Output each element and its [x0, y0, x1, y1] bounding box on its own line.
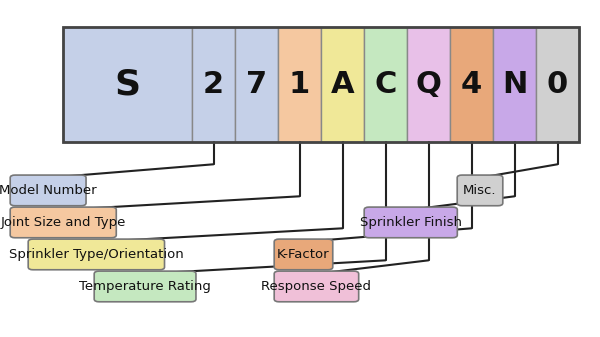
Text: 1: 1 [289, 70, 310, 99]
Text: Model Number: Model Number [0, 184, 97, 197]
Text: 7: 7 [246, 70, 267, 99]
FancyBboxPatch shape [274, 239, 333, 270]
FancyBboxPatch shape [407, 27, 450, 142]
FancyBboxPatch shape [192, 27, 235, 142]
FancyBboxPatch shape [364, 27, 407, 142]
FancyBboxPatch shape [94, 271, 196, 302]
Text: Joint Size and Type: Joint Size and Type [1, 216, 126, 229]
FancyBboxPatch shape [493, 27, 536, 142]
FancyBboxPatch shape [450, 27, 493, 142]
Text: 0: 0 [547, 70, 568, 99]
Text: Q: Q [416, 70, 442, 99]
Text: Sprinkler Type/Orientation: Sprinkler Type/Orientation [9, 248, 184, 261]
FancyBboxPatch shape [274, 271, 359, 302]
Text: Temperature Rating: Temperature Rating [79, 280, 211, 293]
FancyBboxPatch shape [10, 175, 86, 206]
Text: S: S [115, 67, 140, 101]
FancyBboxPatch shape [457, 175, 503, 206]
FancyBboxPatch shape [28, 239, 164, 270]
Text: 2: 2 [203, 70, 224, 99]
FancyBboxPatch shape [235, 27, 278, 142]
Text: C: C [374, 70, 397, 99]
FancyBboxPatch shape [63, 27, 192, 142]
Text: K-Factor: K-Factor [277, 248, 330, 261]
Text: Response Speed: Response Speed [262, 280, 371, 293]
Text: 4: 4 [461, 70, 482, 99]
Text: Misc.: Misc. [463, 184, 497, 197]
Text: Sprinkler Finish: Sprinkler Finish [360, 216, 462, 229]
FancyBboxPatch shape [10, 207, 116, 238]
FancyBboxPatch shape [364, 207, 457, 238]
FancyBboxPatch shape [321, 27, 364, 142]
Text: A: A [331, 70, 355, 99]
Text: N: N [502, 70, 527, 99]
FancyBboxPatch shape [278, 27, 321, 142]
FancyBboxPatch shape [536, 27, 579, 142]
